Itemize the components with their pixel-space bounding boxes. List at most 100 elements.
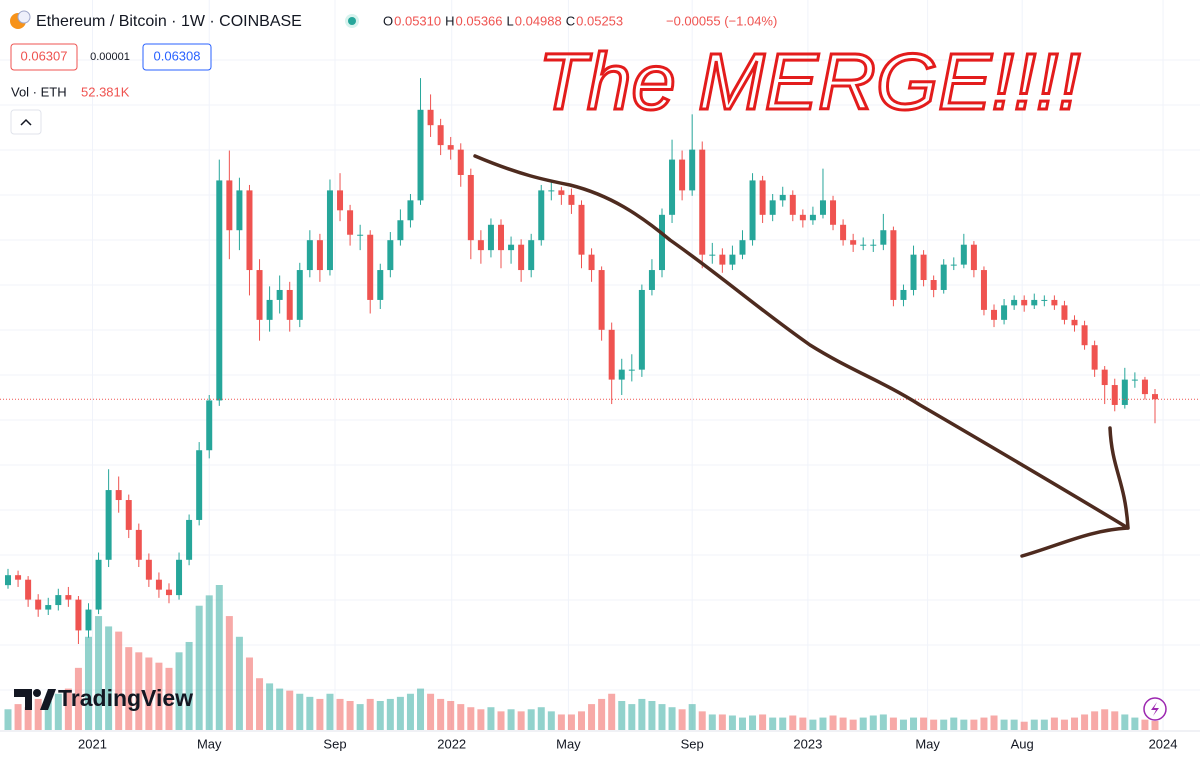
volume-bar	[678, 709, 686, 730]
candle-body	[387, 240, 394, 271]
volume-bar	[427, 693, 435, 730]
volume-bar	[899, 719, 907, 730]
volume-bar	[276, 688, 284, 730]
ohlc-key: H	[445, 13, 454, 28]
spread: 0.00001	[90, 51, 130, 63]
volume-bar	[145, 657, 153, 730]
watermark-logo	[14, 689, 56, 710]
candle-body	[578, 204, 585, 255]
volume-bar	[95, 616, 103, 730]
volume-bar	[376, 701, 384, 730]
candle-body	[85, 609, 92, 631]
candle-body	[588, 254, 595, 271]
candle-body	[779, 194, 786, 201]
volume-bar	[920, 717, 928, 730]
volume-bar	[1010, 719, 1018, 730]
sell-price: 0.06307	[21, 48, 68, 63]
candle-body	[296, 270, 303, 320]
candle-body	[326, 190, 333, 271]
volume-bar	[84, 636, 92, 730]
volume-bar	[125, 647, 133, 730]
candle-body	[920, 254, 927, 281]
candle-body	[135, 529, 142, 560]
annotation: The MERGE!!!!	[538, 37, 1080, 126]
sell-box[interactable]	[10, 43, 78, 71]
candle-body	[75, 599, 82, 631]
candle-body	[840, 224, 847, 241]
candle-body	[447, 145, 454, 150]
volume-bar	[537, 707, 545, 730]
volume-bar	[728, 715, 736, 730]
candle-body	[196, 450, 203, 520]
buy-box[interactable]	[142, 43, 212, 71]
candle-body	[739, 240, 746, 255]
volume-bar	[829, 715, 837, 730]
candle-body	[1091, 345, 1098, 370]
volume-bar	[1091, 711, 1099, 730]
volume-bar	[396, 696, 404, 730]
volume-bar	[1000, 719, 1008, 730]
candle-body	[15, 575, 22, 580]
volume-bar	[467, 707, 475, 730]
volume-bar	[185, 641, 193, 730]
candle-body	[830, 200, 837, 225]
volume-bar	[648, 701, 656, 730]
candle-body	[870, 244, 877, 246]
volume-bar	[809, 719, 817, 730]
volume-bar	[406, 693, 414, 730]
candle-body	[477, 240, 484, 251]
x-tick-label: Sep	[681, 736, 704, 751]
volume-bar	[215, 585, 223, 730]
volume-bar	[889, 717, 897, 730]
volume-bar	[1101, 709, 1109, 730]
volume-bar	[1040, 719, 1048, 730]
volume-bar	[135, 652, 143, 730]
volume-bar	[366, 698, 374, 730]
x-tick-label: May	[197, 736, 222, 751]
volume-bar	[779, 717, 787, 730]
candle-body	[115, 490, 122, 501]
candle-body	[608, 329, 615, 380]
volume-bar	[316, 698, 324, 730]
volume-bar	[567, 714, 575, 730]
volume-bar	[970, 719, 978, 730]
candle-body	[709, 254, 716, 256]
volume-bar	[356, 704, 364, 730]
symbol-title: Ethereum / Bitcoin · 1W · COINBASE	[36, 13, 302, 30]
volume-bar	[1121, 714, 1129, 730]
volume-value: 52.381K	[81, 84, 130, 99]
volume-bar	[235, 636, 243, 730]
candle-body	[286, 289, 293, 320]
volume-bar	[457, 704, 465, 730]
candle-body	[628, 369, 635, 371]
volume-bar	[688, 704, 696, 730]
candle-body	[417, 109, 424, 201]
volume-bar	[578, 711, 585, 730]
candle-body	[729, 254, 736, 265]
volume-bar	[990, 715, 998, 730]
candle-body	[648, 270, 655, 290]
volume-bar	[849, 719, 857, 730]
candle-body	[498, 224, 505, 251]
candle-body	[186, 519, 193, 560]
candle-body	[487, 224, 494, 251]
candle-body	[65, 595, 72, 600]
candle-body	[759, 180, 766, 215]
volume-bar	[960, 719, 968, 730]
x-tick-label: 2022	[437, 736, 466, 751]
candle-body	[558, 190, 565, 195]
candle-body	[910, 254, 917, 290]
volume-bar	[1071, 717, 1079, 730]
candle-body	[95, 559, 102, 610]
candle-body	[548, 190, 555, 192]
ohlc-key: O	[383, 13, 393, 28]
candle-body	[689, 149, 696, 191]
candle-body	[960, 244, 967, 265]
volume-bar	[1151, 720, 1159, 730]
candle-body	[427, 109, 434, 126]
candle-body	[890, 230, 897, 300]
volume-bar	[44, 701, 52, 730]
volume-bar	[718, 714, 726, 730]
collapse-button[interactable]	[10, 109, 42, 135]
